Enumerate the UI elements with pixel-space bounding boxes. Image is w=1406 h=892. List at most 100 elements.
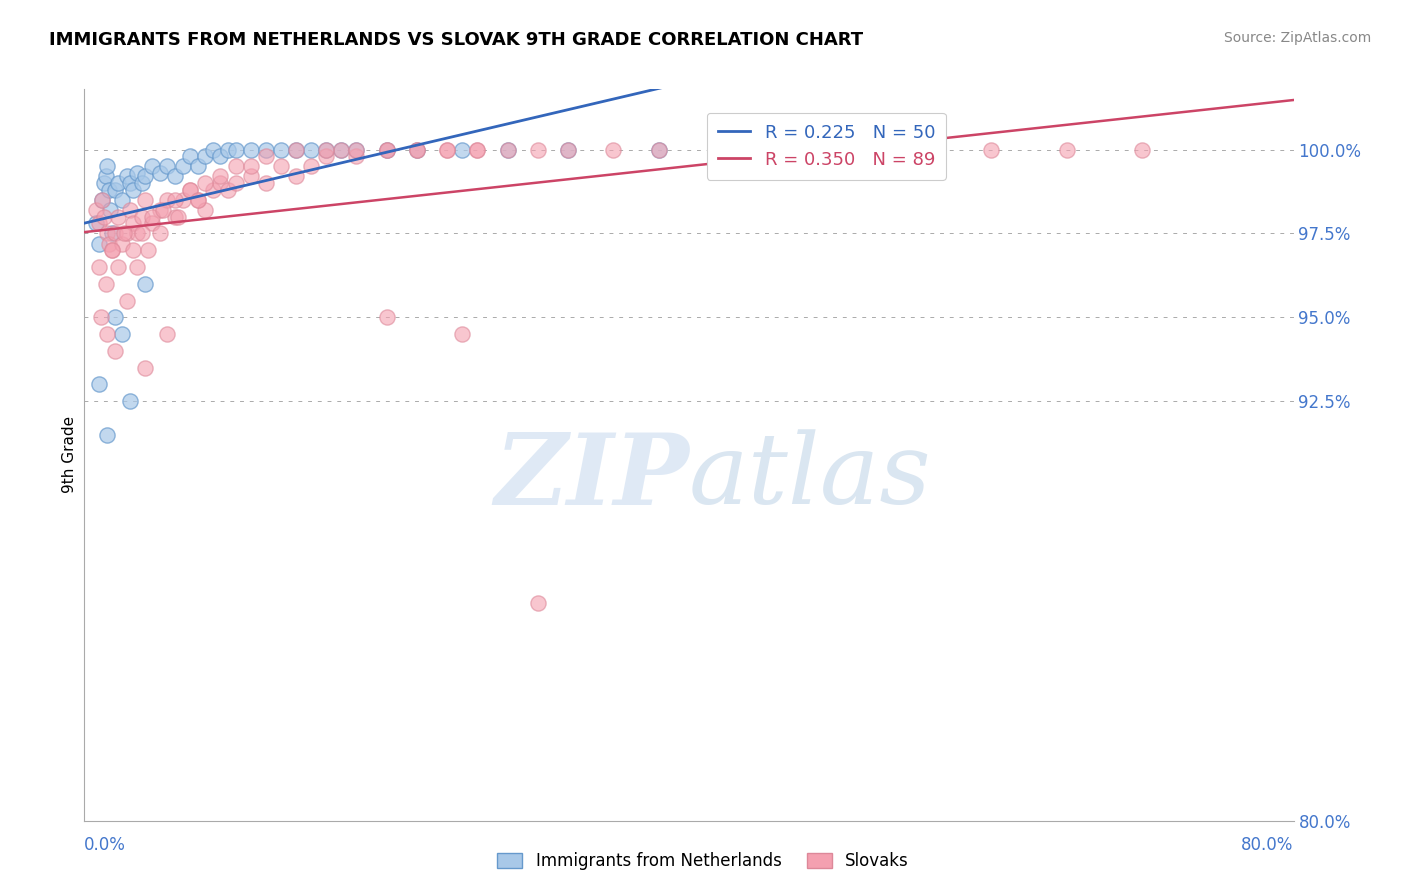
Point	[111, 327, 134, 342]
Point	[156, 327, 179, 342]
Point	[375, 143, 398, 157]
Point	[134, 169, 156, 184]
Point	[209, 149, 232, 163]
Point	[141, 160, 163, 174]
Point	[172, 160, 194, 174]
Point	[194, 176, 217, 190]
Text: Source: ZipAtlas.com: Source: ZipAtlas.com	[1223, 31, 1371, 45]
Point	[93, 176, 115, 190]
Point	[187, 160, 209, 174]
Point	[239, 143, 262, 157]
Point	[187, 193, 209, 207]
Point	[254, 143, 277, 157]
Legend: Immigrants from Netherlands, Slovaks: Immigrants from Netherlands, Slovaks	[491, 846, 915, 877]
Point	[104, 343, 127, 358]
Point	[93, 210, 115, 224]
Point	[451, 143, 474, 157]
Point	[115, 169, 138, 184]
Point	[467, 143, 489, 157]
Point	[127, 227, 149, 241]
Point	[648, 143, 671, 157]
Point	[346, 149, 368, 163]
Text: ZIP: ZIP	[494, 429, 689, 525]
Point	[134, 193, 156, 207]
Point	[557, 143, 579, 157]
Point	[225, 143, 247, 157]
Point	[285, 143, 308, 157]
Point	[107, 176, 129, 190]
Point	[225, 176, 247, 190]
Point	[156, 160, 179, 174]
Point	[194, 202, 217, 217]
Point	[406, 143, 429, 157]
Point	[118, 176, 141, 190]
Point	[436, 143, 458, 157]
Point	[239, 169, 262, 184]
Point	[100, 244, 122, 258]
Point	[115, 227, 138, 241]
Point	[346, 143, 368, 157]
Point	[96, 327, 118, 342]
Point	[436, 143, 458, 157]
Point	[100, 244, 122, 258]
Text: 80.0%: 80.0%	[1241, 836, 1294, 854]
Point	[111, 193, 134, 207]
Point	[165, 193, 187, 207]
Point	[91, 193, 114, 207]
Point	[121, 183, 143, 197]
Point	[451, 327, 474, 342]
Point	[134, 360, 156, 375]
Point	[285, 169, 308, 184]
Point	[149, 166, 172, 180]
Point	[201, 183, 224, 197]
Point	[89, 216, 111, 230]
Point	[315, 143, 337, 157]
Text: IMMIGRANTS FROM NETHERLANDS VS SLOVAK 9TH GRADE CORRELATION CHART: IMMIGRANTS FROM NETHERLANDS VS SLOVAK 9T…	[49, 31, 863, 49]
Point	[89, 377, 111, 392]
Point	[131, 227, 153, 241]
Legend: R = 0.225   N = 50, R = 0.350   N = 89: R = 0.225 N = 50, R = 0.350 N = 89	[707, 113, 946, 179]
Point	[209, 176, 232, 190]
Point	[118, 394, 141, 409]
Point	[330, 143, 353, 157]
Point	[270, 160, 292, 174]
Point	[165, 169, 187, 184]
Point	[270, 143, 292, 157]
Point	[179, 183, 201, 197]
Point	[602, 143, 624, 157]
Text: atlas: atlas	[689, 429, 932, 524]
Point	[330, 143, 353, 157]
Point	[89, 236, 111, 251]
Point	[152, 202, 174, 217]
Point	[104, 227, 127, 241]
Point	[141, 210, 163, 224]
Point	[89, 260, 111, 274]
Point	[111, 236, 134, 251]
Point	[557, 143, 579, 157]
Point	[496, 143, 519, 157]
Point	[94, 169, 117, 184]
Point	[131, 210, 153, 224]
Y-axis label: 9th Grade: 9th Grade	[62, 417, 77, 493]
Point	[104, 183, 127, 197]
Point	[209, 169, 232, 184]
Point	[172, 193, 194, 207]
Point	[467, 143, 489, 157]
Point	[97, 183, 120, 197]
Point	[94, 277, 117, 291]
Point	[315, 149, 337, 163]
Point	[375, 310, 398, 325]
Point	[179, 183, 201, 197]
Point	[217, 143, 239, 157]
Point	[121, 216, 143, 230]
Point	[149, 202, 172, 217]
Point	[107, 210, 129, 224]
Point	[127, 260, 149, 274]
Point	[527, 143, 550, 157]
Point	[141, 216, 163, 230]
Point	[299, 160, 322, 174]
Point	[1056, 143, 1078, 157]
Point	[127, 166, 149, 180]
Point	[96, 227, 118, 241]
Point	[112, 227, 135, 241]
